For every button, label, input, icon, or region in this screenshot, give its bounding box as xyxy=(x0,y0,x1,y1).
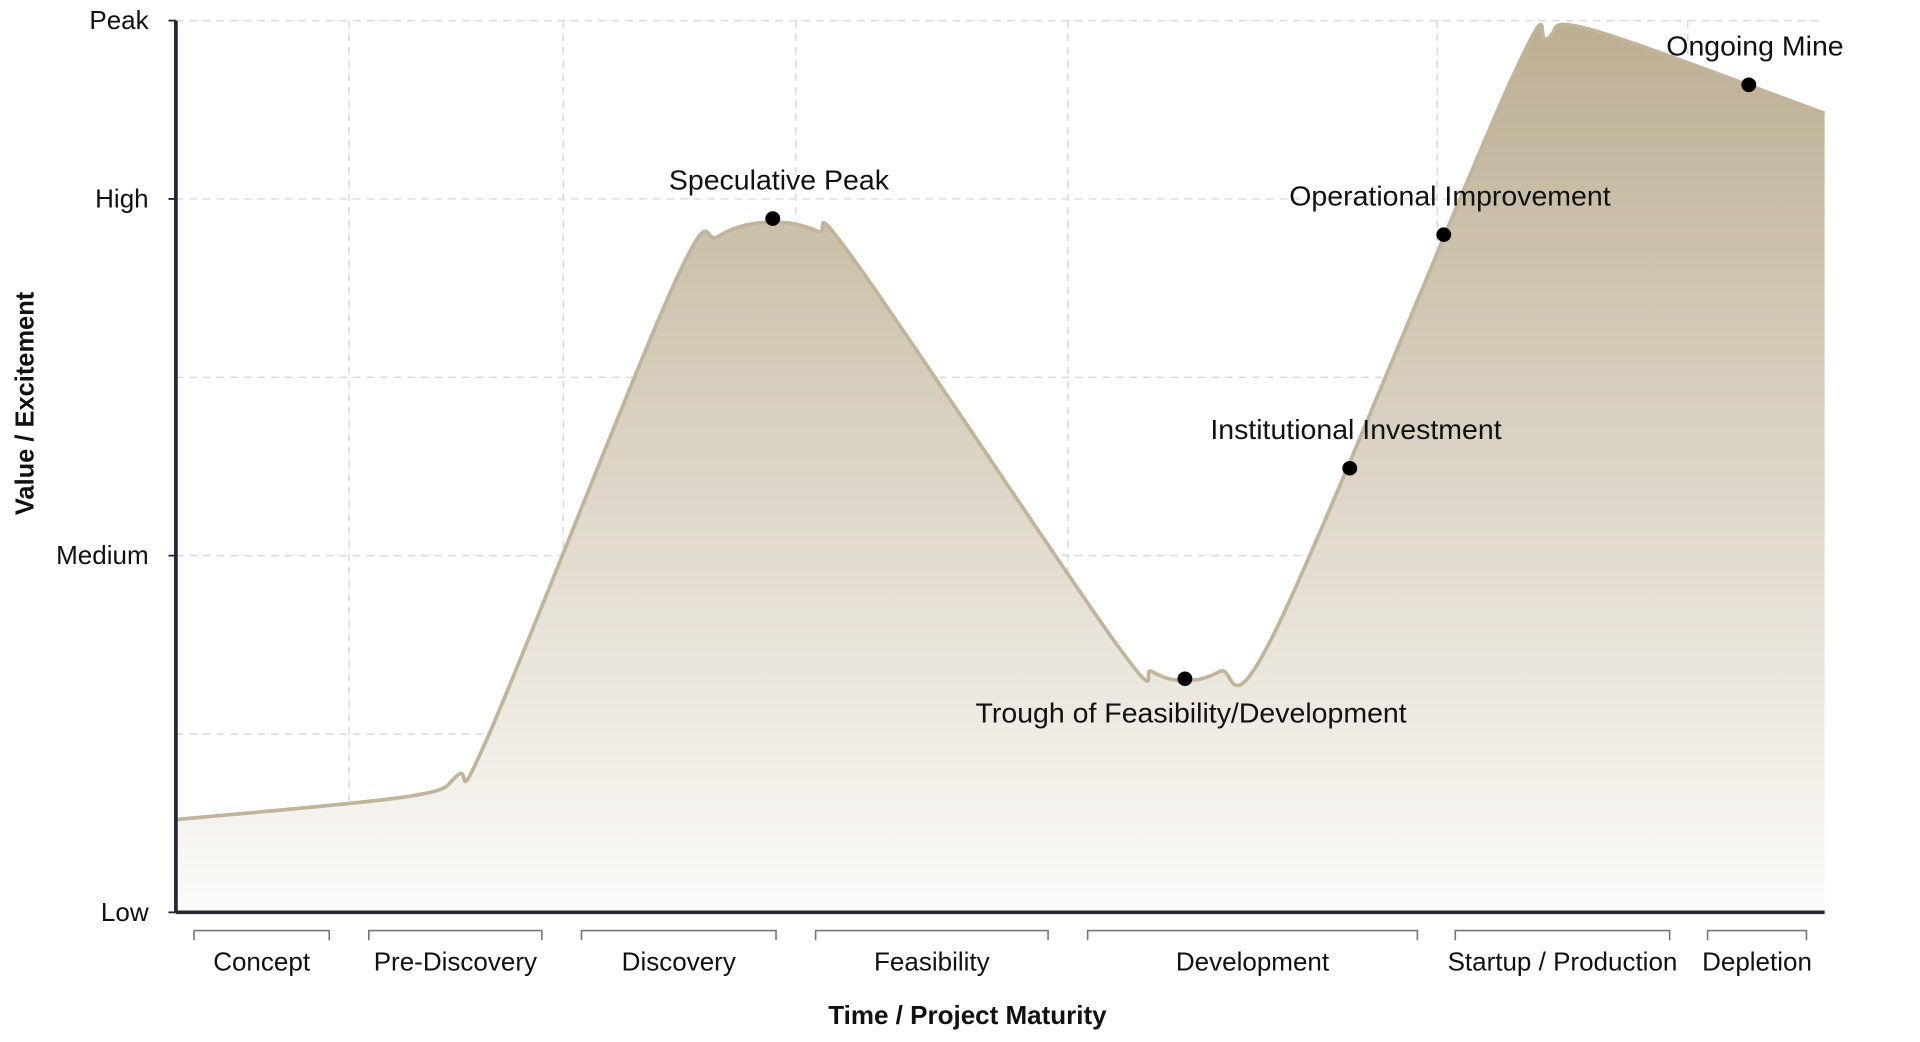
annotation-marker xyxy=(1342,460,1358,476)
x-axis-label: Time / Project Maturity xyxy=(828,1002,1107,1030)
phase-label: Pre-Discovery xyxy=(374,949,537,977)
phase-bracket xyxy=(367,929,543,941)
y-tick-label: Low xyxy=(101,899,149,927)
annotation-marker xyxy=(765,211,781,226)
phase-bracket xyxy=(1706,929,1808,941)
annotations: Speculative Peak Trough of Feasibility/De… xyxy=(669,30,1844,728)
y-axis-label: Value / Excitement xyxy=(11,291,39,515)
phase-bracket xyxy=(1086,929,1419,941)
annotation-label: Speculative Peak xyxy=(669,164,890,196)
phase-label: Feasibility xyxy=(874,949,990,977)
annotation-label: Institutional Investment xyxy=(1210,413,1501,445)
phase-brackets: Concept Pre-Discovery Discovery Feasibility… xyxy=(193,929,1812,977)
phase-label: Depletion xyxy=(1702,949,1812,977)
phase-bracket xyxy=(580,929,777,941)
curve-line xyxy=(175,22,1826,822)
annotation-marker xyxy=(1741,77,1757,93)
y-tick-label: High xyxy=(95,186,148,214)
y-tick-labels: Low Medium High Peak xyxy=(56,7,176,927)
curve-area-fill xyxy=(175,24,1825,913)
annotation-label: Operational Improvement xyxy=(1289,180,1611,212)
phase-bracket xyxy=(1454,929,1671,941)
phase-bracket xyxy=(193,929,331,941)
annotation-marker xyxy=(1436,227,1452,242)
axes xyxy=(174,20,1825,915)
phase-label: Development xyxy=(1176,949,1329,977)
annotation-marker xyxy=(1177,671,1193,686)
phase-bracket xyxy=(814,929,1049,941)
phase-label: Discovery xyxy=(622,949,736,977)
annotation-label: Ongoing Mine xyxy=(1666,30,1843,62)
phase-label: Concept xyxy=(213,949,310,977)
annotation-label: Trough of Feasibility/Development xyxy=(976,697,1407,729)
y-tick-label: Peak xyxy=(89,7,148,35)
y-tick-label: Medium xyxy=(56,542,148,570)
phase-label: Startup / Production xyxy=(1448,949,1678,977)
